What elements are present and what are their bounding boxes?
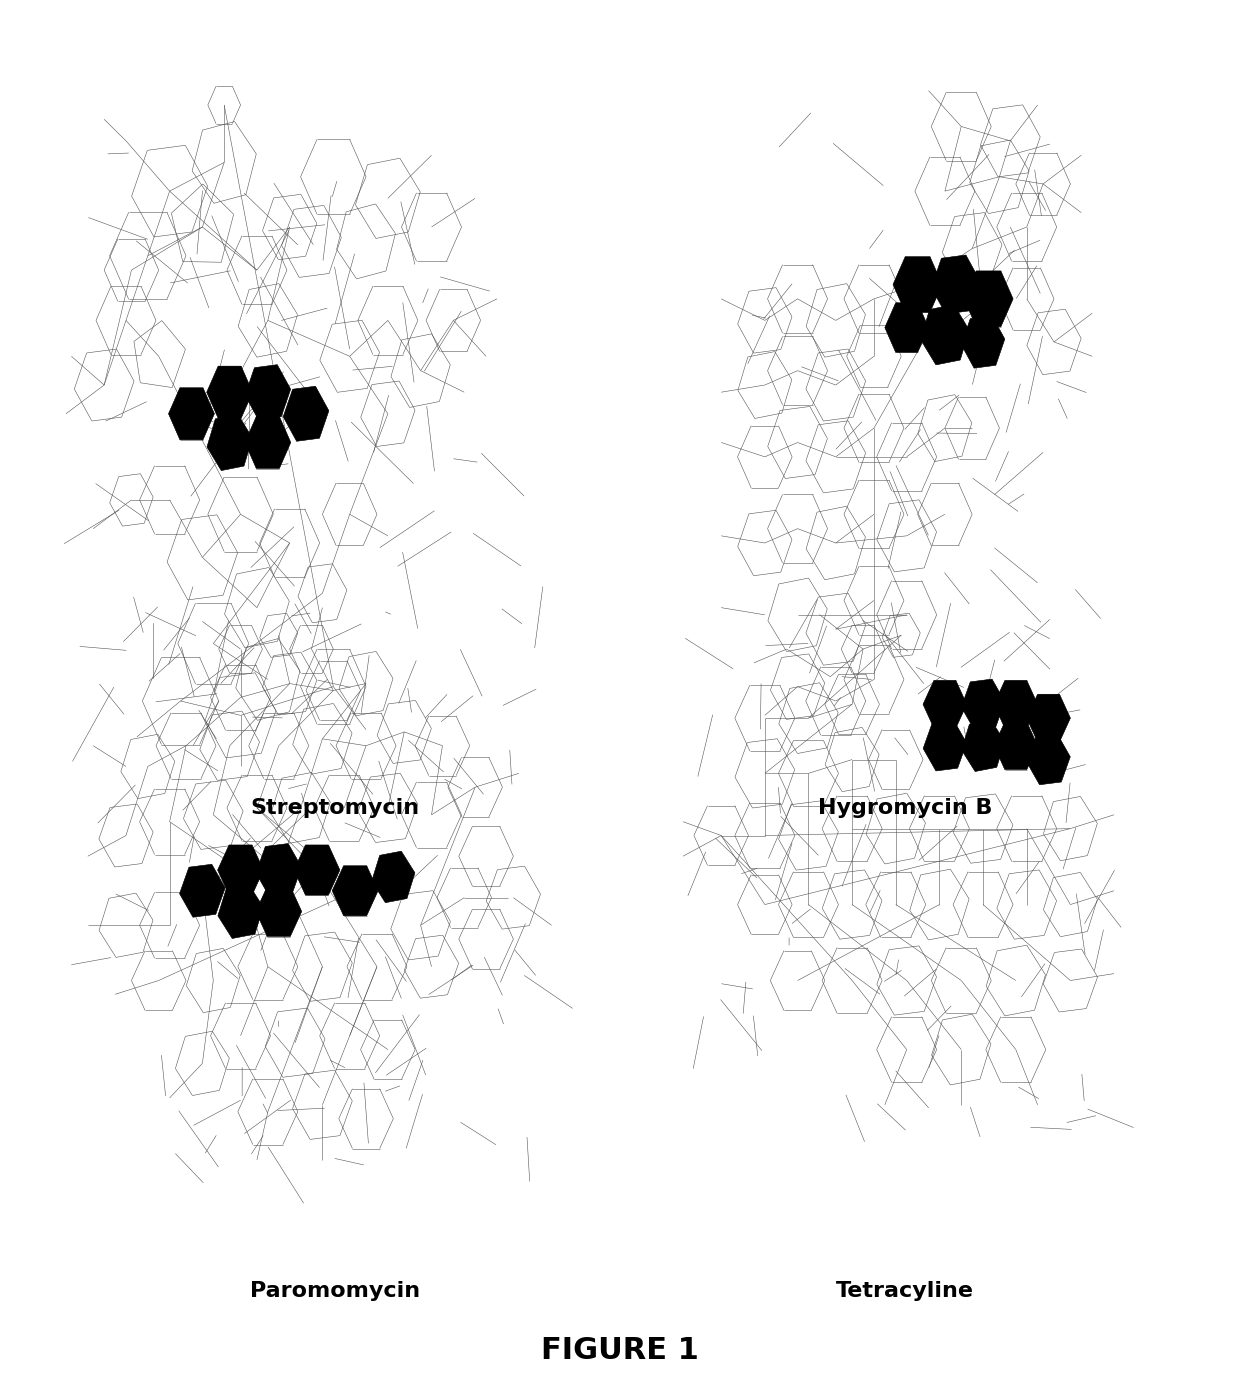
Text: FIGURE 1: FIGURE 1 bbox=[541, 1337, 699, 1364]
Polygon shape bbox=[963, 271, 1013, 327]
Polygon shape bbox=[1027, 735, 1070, 784]
Polygon shape bbox=[994, 722, 1038, 769]
Polygon shape bbox=[332, 866, 378, 916]
Polygon shape bbox=[923, 681, 967, 728]
Polygon shape bbox=[207, 366, 253, 418]
Polygon shape bbox=[207, 414, 252, 471]
Polygon shape bbox=[920, 305, 970, 365]
Polygon shape bbox=[961, 316, 1004, 369]
Text: Paromomycin: Paromomycin bbox=[249, 1282, 420, 1301]
Polygon shape bbox=[893, 257, 942, 312]
Polygon shape bbox=[218, 884, 263, 939]
Text: Hygromycin B: Hygromycin B bbox=[818, 798, 992, 818]
Polygon shape bbox=[218, 845, 263, 895]
Polygon shape bbox=[294, 845, 340, 895]
Text: Tetracyline: Tetracyline bbox=[836, 1282, 975, 1301]
Polygon shape bbox=[169, 388, 215, 441]
Polygon shape bbox=[283, 387, 329, 442]
Text: Streptomycin: Streptomycin bbox=[250, 798, 419, 818]
Polygon shape bbox=[246, 416, 290, 468]
Polygon shape bbox=[372, 851, 415, 903]
Polygon shape bbox=[255, 844, 301, 896]
Polygon shape bbox=[961, 720, 1004, 772]
Polygon shape bbox=[1027, 695, 1070, 742]
Polygon shape bbox=[885, 302, 929, 352]
Polygon shape bbox=[923, 721, 967, 771]
Polygon shape bbox=[255, 887, 301, 936]
Polygon shape bbox=[931, 255, 981, 313]
Polygon shape bbox=[961, 679, 1004, 729]
Polygon shape bbox=[246, 365, 290, 420]
Polygon shape bbox=[180, 865, 226, 917]
Polygon shape bbox=[994, 681, 1038, 728]
